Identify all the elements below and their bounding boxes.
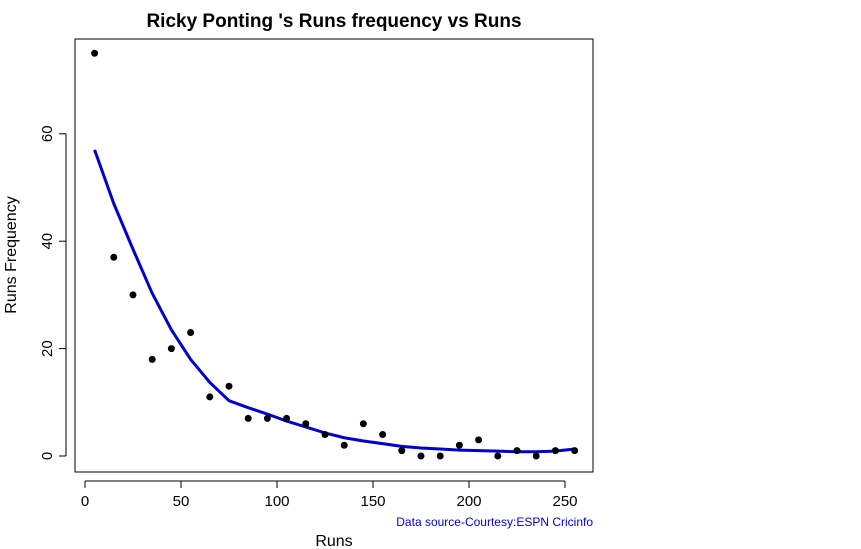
x-axis-label: Runs <box>315 533 352 549</box>
data-points-layer <box>91 49 579 460</box>
data-point <box>283 414 291 422</box>
data-point <box>110 253 118 261</box>
x-tick-label: 0 <box>81 493 89 510</box>
fit-line <box>93 149 575 454</box>
data-point <box>455 441 463 449</box>
data-point <box>167 345 175 353</box>
data-point <box>302 420 310 428</box>
chart-title: Ricky Ponting 's Runs frequency vs Runs <box>146 11 521 32</box>
data-point <box>379 431 387 439</box>
data-point <box>263 414 271 422</box>
x-tick-label: 50 <box>173 493 190 510</box>
data-point <box>340 441 348 449</box>
data-point <box>225 382 233 390</box>
data-point <box>244 414 252 422</box>
y-tick-label: 20 <box>39 340 56 357</box>
data-point <box>359 420 367 428</box>
data-point <box>398 447 406 455</box>
data-point <box>417 452 425 460</box>
data-point <box>475 436 483 444</box>
y-axis: 0 20 40 60 <box>39 125 67 460</box>
x-axis: 0 50 100 150 200 250 <box>81 480 578 510</box>
data-point <box>91 49 99 57</box>
data-point <box>321 431 329 439</box>
fit-curve-layer <box>93 149 575 454</box>
data-point <box>187 328 195 336</box>
data-source-annotation: Data source-Courtesy:ESPN Cricinfo <box>396 515 593 529</box>
data-point <box>436 452 444 460</box>
x-tick-label: 150 <box>360 493 385 510</box>
x-tick-label: 100 <box>264 493 289 510</box>
y-tick-label: 0 <box>39 452 56 460</box>
data-point <box>551 447 559 455</box>
y-axis-label: Runs Frequency <box>3 196 20 313</box>
data-point <box>494 452 502 460</box>
y-tick-label: 40 <box>39 233 56 250</box>
data-point <box>148 355 156 363</box>
x-tick-label: 200 <box>456 493 481 510</box>
data-point <box>513 447 521 455</box>
data-point <box>206 393 214 401</box>
data-point <box>571 447 579 455</box>
data-point <box>532 452 540 460</box>
y-tick-label: 60 <box>39 125 56 142</box>
plot-area-frame <box>74 38 594 473</box>
x-tick-label: 250 <box>552 493 577 510</box>
data-point <box>129 291 137 299</box>
